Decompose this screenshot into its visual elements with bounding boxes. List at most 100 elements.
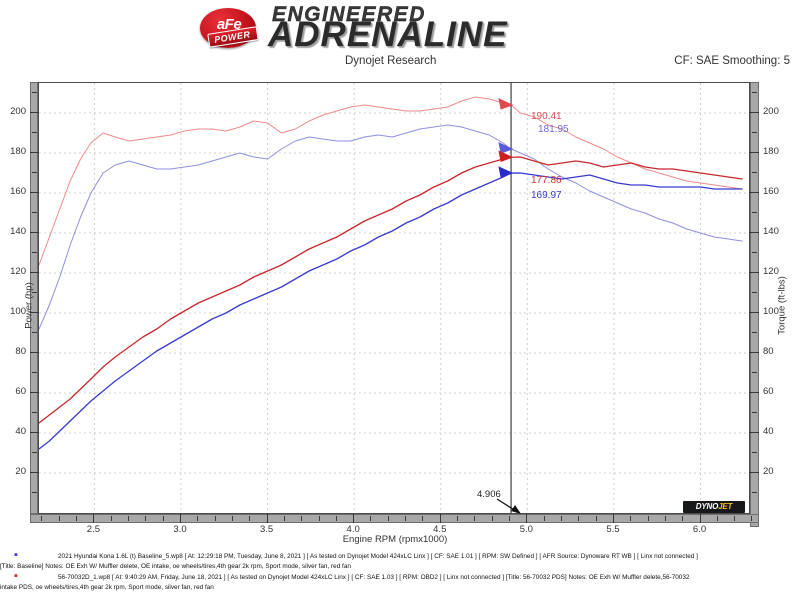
left-axis-bar [30,82,38,514]
axis-minor-tick [76,516,78,521]
series-line-1 [38,124,743,330]
y-tick-left-40: 40 [15,426,26,437]
axis-minor-tick [283,516,285,521]
axis-minor-tick [32,352,37,353]
axis-minor-tick [630,516,632,521]
run-legend-footer: ▪ 2021 Hyundai Kona 1.6L (t) Baseline_5.… [0,549,800,594]
axis-minor-tick [752,212,757,213]
dynojet-research-label: Dynojet Research [345,55,437,67]
right-axis-bar [750,82,759,527]
y-tick-left-60: 60 [15,386,26,397]
axis-minor-tick [180,516,181,521]
dynojet-logo-part1: DYNO [695,502,719,511]
axis-minor-tick [353,516,355,521]
axis-minor-tick [752,132,757,133]
axis-minor-tick [32,252,37,253]
engineered-text: ENGINEERED [272,3,426,26]
cursor-rpm-label: 4.906 [477,489,501,500]
annotation-torque-blue-peak: 181.95 [538,124,569,135]
axis-minor-tick [752,452,757,453]
axis-minor-tick [32,112,37,113]
axis-minor-tick [32,432,37,433]
plot-svg [38,83,749,513]
run-bullet-icon: ▪ [14,570,18,583]
axis-minor-tick [32,152,37,153]
axis-minor-tick [439,516,441,521]
axis-minor-tick [578,516,580,521]
axis-minor-tick [752,332,757,333]
bottom-axis-bar [30,514,759,523]
axis-minor-tick [301,516,303,521]
axis-minor-tick [612,516,614,521]
axis-minor-tick [734,516,736,521]
series-line-0 [38,96,743,266]
axis-minor-tick [457,516,459,521]
axis-minor-tick [32,492,37,493]
axis-minor-tick [509,516,511,521]
axis-minor-tick [58,516,60,521]
axis-minor-tick [474,516,476,521]
annotation-power-red-peak: 177.86 [531,175,562,186]
cursor-marker-0 [498,98,514,110]
axis-minor-tick [595,516,597,521]
brand-banner: aFe POWER ENGINEERED ADRENALINE [0,0,800,52]
y-tick-right-40: 40 [763,426,774,437]
axis-minor-tick [752,392,757,393]
axis-minor-tick [752,432,757,433]
axis-minor-tick [32,332,37,333]
annotation-torque-red-peak: 190.41 [531,111,562,122]
axis-minor-tick [699,516,701,521]
cf-smoothing-label: CF: SAE Smoothing: 5 [674,55,790,67]
axis-minor-tick [752,152,757,153]
dynojet-logo: DYNOJET [683,501,745,513]
x-tick-3.0: 3.0 [173,524,187,535]
x-axis-label: Engine RPM (rpmx1000) [342,534,448,545]
x-tick-4.0: 4.0 [346,524,360,535]
run-note-0-line2: [Title: Baseline] Notes: OE Exh W/ Muffl… [0,562,351,570]
run-bullet-icon: ▪ [14,549,18,561]
y-tick-right-140: 140 [763,226,779,237]
x-tick-3.5: 3.5 [259,524,274,535]
axis-minor-tick [491,516,493,521]
axis-minor-tick [664,516,666,521]
axis-minor-tick [266,516,268,521]
axis-minor-tick [543,516,545,521]
axis-minor-tick [249,516,251,521]
series-line-2 [38,156,743,424]
axis-minor-tick [370,516,372,521]
axis-minor-tick [32,132,37,133]
axis-minor-tick [751,516,753,521]
annotation-power-blue-peak: 169.97 [531,190,562,201]
run-note-1: ▪ 56-70032D_1.wp8 [ At: 9:40:29 AM, Frid… [0,570,800,592]
run-note-1-line2: intake PDS, oe wheels/tires,4th gear 2k … [0,583,214,591]
axis-minor-tick [752,312,757,313]
axis-minor-tick [162,516,164,521]
x-tick-5.5: 5.5 [606,524,620,535]
cursor-leader-arrow [496,498,521,514]
y-tick-right-160: 160 [763,186,779,197]
run-note-0: ▪ 2021 Hyundai Kona 1.6L (t) Baseline_5.… [0,549,800,571]
axis-minor-tick [752,492,757,493]
x-tick-4.5: 4.5 [433,524,447,535]
axis-minor-tick [231,516,233,521]
axis-minor-tick [387,516,389,521]
axis-minor-tick [318,516,320,521]
axis-minor-tick [716,516,718,521]
axis-minor-tick [32,232,37,233]
axis-minor-tick [128,516,130,521]
series-line-3 [38,172,743,450]
x-tick-6.0: 6.0 [692,524,707,535]
axis-minor-tick [335,516,337,521]
axis-minor-tick [405,516,407,521]
axis-minor-tick [526,516,528,521]
axis-minor-tick [752,192,757,193]
x-tick-5.0: 5.0 [519,524,533,535]
y-tick-left-120: 120 [10,266,26,277]
y-tick-right-60: 60 [763,386,774,397]
axis-minor-tick [32,392,37,393]
axis-minor-tick [32,172,37,173]
axis-minor-tick [93,516,95,521]
axis-minor-tick [32,212,37,213]
axis-minor-tick [752,372,757,373]
axis-minor-tick [32,92,37,93]
